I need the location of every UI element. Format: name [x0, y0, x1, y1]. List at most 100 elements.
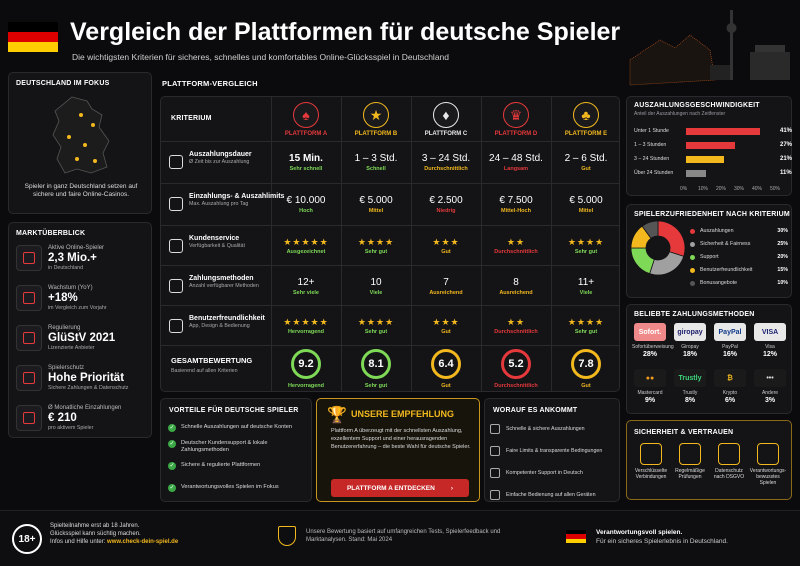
germany-flag-icon — [8, 22, 58, 52]
speed-bar-row: Über 24 Stunden 11% — [634, 168, 792, 178]
legend-value: 20% — [777, 254, 788, 260]
score-ring: 7.8 — [571, 349, 601, 379]
comparison-cell: € 5.000 Mittel — [551, 195, 621, 215]
criterion-label: Benutzerfreundlichkeit App, Design & Bedi… — [189, 315, 289, 330]
cell-value: 8 — [513, 277, 519, 288]
speed-bar — [686, 155, 724, 163]
platform-logo-icon: ★ — [363, 102, 389, 128]
market-item-value: GlüStV 2021 — [48, 331, 116, 344]
padlock-icon — [718, 443, 740, 465]
criterion-icon — [490, 446, 500, 456]
comparison-cell: 3 – 24 Std. Durchschnittlich — [411, 153, 481, 173]
pie-legend-item: Bonusangebote 10% — [690, 278, 788, 288]
legend-value: 10% — [777, 280, 788, 286]
shield-plus-icon — [640, 443, 662, 465]
page-title: Vergleich der Plattformen für deutsche S… — [70, 18, 621, 46]
payment-method: ●● Mastercard 9% — [632, 369, 668, 405]
advantage-item: ✓ Verantwortungsvolles Spielen im Fokus — [168, 484, 306, 492]
payment-share: 28% — [642, 351, 657, 358]
icon-glyph — [23, 372, 35, 384]
comparison-cell: 15 Min. Sehr schnell — [271, 153, 341, 173]
legend-label: Support — [700, 254, 719, 260]
advantage-text: Schnelle Auszahlungen auf deutsche Konte… — [181, 424, 293, 430]
speed-tick-label: 40% — [752, 186, 763, 192]
speed-bar-label: Über 24 Stunden — [634, 170, 674, 176]
market-item-sub: in Deutschland — [48, 264, 84, 271]
speed-bar-row: 1 – 3 Stunden 27% — [634, 140, 792, 150]
satisfaction-pie-chart — [630, 220, 686, 276]
payment-name: PayPal — [722, 344, 738, 350]
icon-glyph — [23, 412, 35, 424]
payment-method: ••• Andere 3% — [752, 369, 788, 405]
score-rating: Sehr gut — [364, 383, 388, 389]
speed-bar-label: 1 – 3 Stunden — [634, 142, 667, 148]
platform-name: PLATTFORM A — [284, 131, 328, 137]
security-item: Regelmäßige Prüfungen — [671, 443, 709, 480]
security-panel: SICHERHEIT & VERTRAUEN — [626, 420, 792, 500]
cell-rating: Gut — [581, 166, 591, 172]
speed-bar-track — [686, 169, 776, 177]
shield-check-icon — [16, 325, 42, 351]
overall-sub: Basierend auf allen Kriterien — [171, 368, 238, 374]
criterion-icon — [490, 490, 500, 500]
payment-logo-icon: PayPal — [714, 323, 746, 341]
recommendation-panel: 🏆 UNSERE EMPFEHLUNG Plattform A überzeug… — [316, 398, 480, 502]
cell-rating: Viele — [579, 290, 593, 296]
market-item-title: Regulierung — [48, 324, 81, 331]
cell-rating: Mittel-Hoch — [501, 208, 531, 214]
comparison-cell: ★★★★ Sehr gut — [341, 317, 411, 336]
row-divider — [161, 305, 619, 306]
payment-name: Mastercard — [637, 390, 663, 396]
page-subtitle: Die wichtigsten Kriterien für sicheres, … — [72, 52, 450, 62]
cell-rating: Viele — [369, 290, 383, 296]
advantages-heading: VORTEILE FÜR DEUTSCHE SPIELER — [169, 407, 299, 414]
comparison-cell: ★★★★ Sehr gut — [551, 317, 621, 336]
berlin-skyline-icon — [629, 10, 790, 86]
recommendation-text: Plattform A überzeugt mit der schnellste… — [331, 428, 471, 450]
score-ring: 5.2 — [501, 349, 531, 379]
speed-tick-label: 30% — [734, 186, 745, 192]
payment-name: Krypto — [722, 390, 738, 396]
speed-bar-track — [686, 155, 776, 163]
criteria-label: KRITERIUM — [171, 115, 212, 122]
market-item-value: 2,3 Mio.+ — [48, 251, 97, 264]
market-item-title: Wachstum (YoY) — [48, 284, 93, 291]
payment-logo-icon: Trustly — [674, 369, 706, 387]
criterion-item: Schnelle & sichere Auszahlungen — [490, 424, 585, 434]
speed-tick-label: 0% — [680, 186, 688, 192]
discover-platform-a-button[interactable]: PLATTFORM A ENTDECKEN › — [331, 479, 469, 497]
platform-logo-icon: ♦ — [433, 102, 459, 128]
cell-rating: Niedrig — [436, 208, 456, 214]
speed-bar-value: 27% — [780, 142, 793, 148]
recommendation-heading: UNSERE EMPFEHLUNG — [351, 409, 455, 419]
advantage-item: ✓ Schnelle Auszahlungen auf deutsche Kont… — [168, 424, 306, 432]
criterion-sub: Max. Auszahlung pro Tag — [189, 201, 249, 207]
star-rating-icon: ★★★★ — [567, 317, 605, 327]
row-divider — [161, 225, 619, 226]
satisfaction-panel: SPIELERZUFRIEDENHEIT NACH KRITERIUM — [626, 204, 792, 298]
checkmark-icon: ✓ — [168, 462, 176, 470]
headset-icon — [169, 239, 183, 253]
help-link[interactable]: www.check-dein-spiel.de — [107, 539, 179, 545]
criterion-text: Faire Limits & transparente Bedingungen — [506, 448, 603, 454]
speed-bar-track — [686, 141, 776, 149]
cell-value: 12+ — [297, 277, 315, 288]
speed-tick-label: 10% — [698, 186, 709, 192]
market-item-title: Ø Monatliche Einzahlungen — [48, 404, 122, 411]
cell-value: 15 Min. — [289, 153, 323, 164]
row-divider — [161, 141, 619, 142]
cell-value: € 5.000 — [359, 195, 393, 206]
column-divider — [551, 97, 552, 391]
icon-glyph — [23, 292, 35, 304]
security-item-text: Verschlüsselte Verbindungen — [634, 468, 668, 480]
criterion-item: Kompetenter Support in Deutsch — [490, 468, 583, 478]
payments-panel: BELIEBTE ZAHLUNGSMETHODEN — [626, 304, 792, 414]
speed-bar-row: 3 – 24 Stunden 21% — [634, 154, 792, 164]
market-heading: MARKTÜBERBLICK — [16, 230, 86, 237]
legend-swatch — [690, 241, 695, 247]
criterion-label: Kundenservice Verfügbarkeit & Qualität — [189, 235, 289, 250]
criterion-title: Einzahlungs- & Auszahlimits — [189, 193, 285, 200]
payment-name: Visa — [765, 344, 775, 350]
cell-rating: Ausgezeichnet — [286, 249, 326, 255]
legend-value: 30% — [777, 228, 788, 234]
